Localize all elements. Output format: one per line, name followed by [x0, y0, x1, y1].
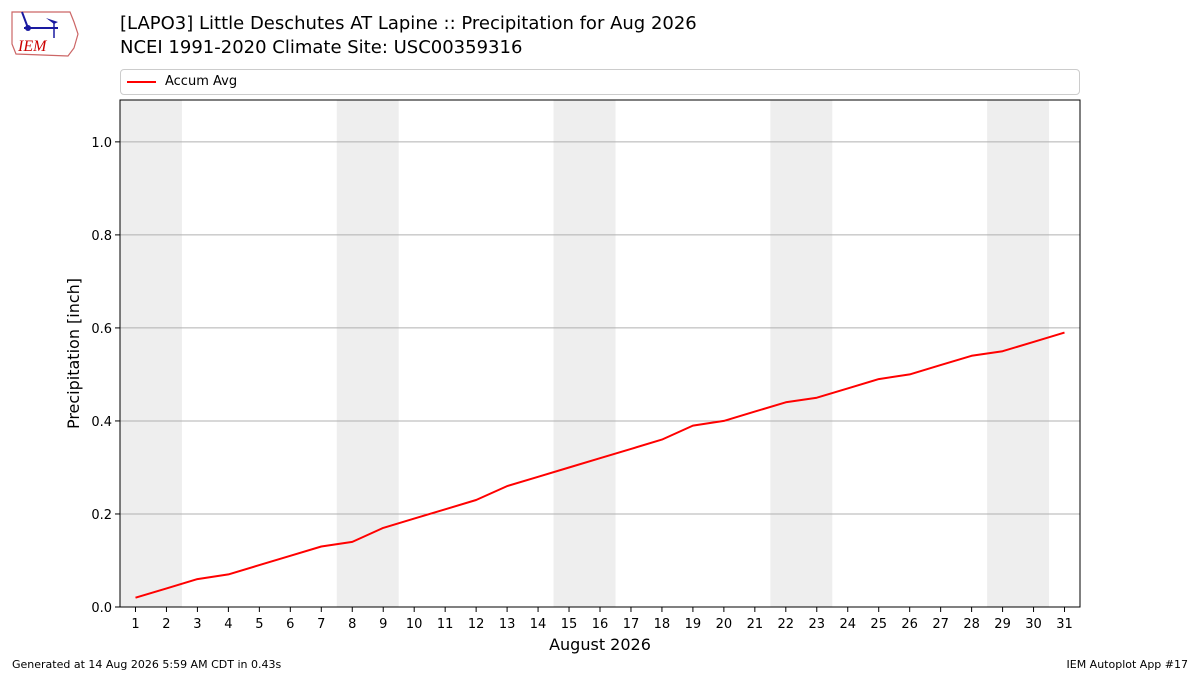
- x-tick-label: 3: [193, 617, 201, 632]
- x-tick-label: 8: [348, 617, 356, 632]
- y-tick-label: 0.2: [91, 508, 112, 523]
- x-tick-label: 31: [1056, 617, 1073, 632]
- wind-vane-icon: [46, 18, 58, 24]
- x-tick-label: 13: [499, 617, 516, 632]
- x-tick-label: 4: [224, 617, 232, 632]
- x-axis-label: August 2026: [549, 635, 651, 654]
- series-line-accum-avg: [135, 331, 1065, 599]
- x-tick-label: 19: [685, 617, 702, 632]
- x-tick-label: 12: [468, 617, 485, 632]
- x-tick-label: 16: [592, 617, 609, 632]
- x-tick-label: 5: [255, 617, 263, 632]
- y-tick-label: 0.0: [91, 601, 112, 616]
- x-tick-label: 20: [716, 617, 733, 632]
- x-tick-label: 22: [778, 617, 795, 632]
- logo-text: IEM: [17, 38, 48, 55]
- x-tick-label: 1: [131, 617, 139, 632]
- y-tick-label: 0.8: [91, 229, 112, 244]
- x-tick-label: 18: [654, 617, 671, 632]
- y-tick-label: 0.4: [91, 415, 112, 430]
- weekend-band: [120, 100, 182, 607]
- weekend-band: [336, 100, 399, 607]
- y-tick-label: 0.6: [91, 322, 112, 337]
- x-tick-label: 28: [963, 617, 980, 632]
- y-axis-label: Precipitation [inch]: [64, 278, 83, 429]
- x-tick-label: 23: [809, 617, 826, 632]
- weekend-band: [553, 100, 616, 607]
- autoplot-app-label: IEM Autoplot App #17: [1066, 658, 1189, 671]
- x-tick-label: 21: [747, 617, 764, 632]
- legend-swatch-accum-avg: [127, 81, 156, 83]
- x-tick-label: 29: [994, 617, 1011, 632]
- weekend-band: [987, 100, 1050, 607]
- chart-subtitle: NCEI 1991-2020 Climate Site: USC00359316: [120, 37, 523, 58]
- x-tick-label: 30: [1025, 617, 1042, 632]
- x-tick-label: 6: [286, 617, 294, 632]
- weekend-band: [770, 100, 833, 607]
- sensor-icon: [25, 25, 31, 31]
- x-tick-label: 9: [379, 617, 387, 632]
- plot-frame: [119, 99, 1081, 608]
- chart-title: [LAPO3] Little Deschutes AT Lapine :: Pr…: [120, 13, 697, 34]
- x-tick-label: 17: [623, 617, 640, 632]
- x-tick-label: 11: [437, 617, 454, 632]
- generated-timestamp: Generated at 14 Aug 2026 5:59 AM CDT in …: [12, 658, 282, 671]
- legend: Accum Avg: [120, 69, 1080, 95]
- iem-logo: IEM: [11, 11, 79, 57]
- legend-label-accum-avg: Accum Avg: [165, 74, 238, 89]
- x-tick-label: 10: [406, 617, 423, 632]
- x-tick-label: 7: [317, 617, 325, 632]
- iowa-outline-shape: [11, 11, 79, 57]
- x-tick-label: 2: [162, 617, 170, 632]
- x-tick-label: 15: [561, 617, 578, 632]
- x-tick-label: 26: [901, 617, 918, 632]
- y-tick-label: 1.0: [91, 136, 112, 151]
- x-tick-label: 27: [932, 617, 949, 632]
- x-tick-label: 24: [839, 617, 856, 632]
- x-tick-label: 14: [530, 617, 547, 632]
- x-tick-label: 25: [870, 617, 887, 632]
